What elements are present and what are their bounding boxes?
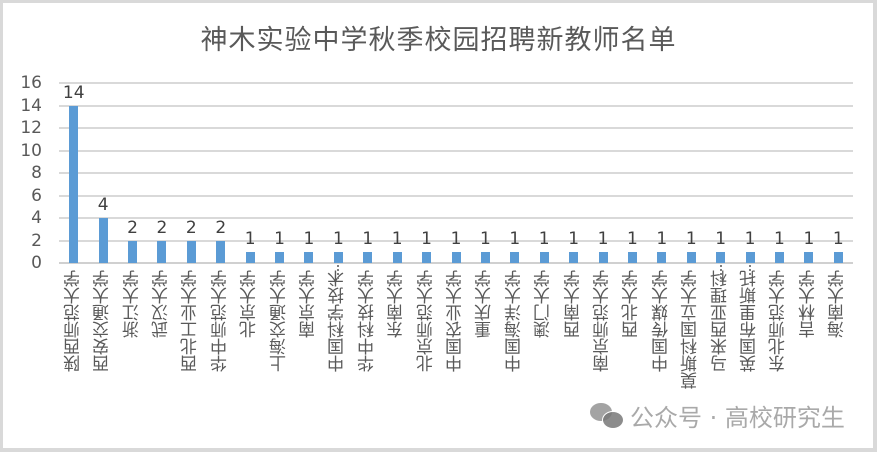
data-label: 1 <box>244 228 256 249</box>
data-label: 1 <box>303 228 315 249</box>
bar <box>569 251 579 263</box>
x-tick-label: 华中师范大学 <box>210 270 231 372</box>
x-tick-label: 中国海洋大学 <box>504 270 525 372</box>
y-tick-label: 12 <box>20 118 42 138</box>
truncation-ellipsis <box>719 265 724 279</box>
gridline <box>59 194 853 197</box>
data-label: 1 <box>774 228 785 249</box>
x-tick-label: 北京大学 <box>240 270 261 338</box>
x-tick-label: 北京师范大学 <box>416 270 437 372</box>
data-label: 2 <box>215 217 227 238</box>
bar <box>451 251 461 263</box>
data-label: 1 <box>332 228 344 249</box>
bar <box>333 251 343 263</box>
data-label: 1 <box>803 228 815 249</box>
gridline <box>59 239 853 242</box>
bar <box>157 240 167 263</box>
bar <box>304 251 314 263</box>
truncation-ellipsis <box>337 265 341 279</box>
x-tick-label: 西北工业大学 <box>181 270 202 372</box>
watermark: 公众号 · 高校研究生 <box>590 398 845 433</box>
bar <box>657 251 667 263</box>
gridline <box>59 127 853 129</box>
bar <box>363 251 373 263</box>
data-label: 1 <box>832 228 844 249</box>
bar <box>539 251 549 263</box>
x-tick-label: 武汉大学 <box>151 270 172 338</box>
gridline <box>59 217 853 219</box>
data-label: 1 <box>627 228 638 249</box>
bar <box>422 251 432 263</box>
data-label: 1 <box>362 228 374 249</box>
y-tick-label: 0 <box>31 253 42 273</box>
bar <box>686 251 696 263</box>
bar <box>392 251 402 263</box>
x-tick-label: 华中科技大学 <box>357 270 378 372</box>
data-label: 1 <box>597 228 609 249</box>
bar <box>480 251 490 263</box>
x-tick-label: 中国农业大学 <box>446 270 466 372</box>
wechat-icon <box>590 401 624 431</box>
x-tick-label: 西安交通大学 <box>93 270 114 372</box>
chart-frame <box>3 3 873 448</box>
y-tick-label: 10 <box>20 140 42 161</box>
gridline <box>59 104 853 107</box>
data-label: 1 <box>274 228 285 249</box>
bar <box>804 251 814 263</box>
bar <box>627 251 637 263</box>
data-label: 1 <box>656 228 668 249</box>
data-label: 1 <box>568 228 580 249</box>
gridline <box>59 262 853 264</box>
bar <box>716 251 726 263</box>
x-tick-label: 重庆大学 <box>475 270 496 338</box>
x-tick-label: 西南大学 <box>563 270 584 338</box>
bar <box>833 251 843 263</box>
data-label: 1 <box>391 228 403 249</box>
data-label: 1 <box>479 228 491 249</box>
y-tick-label: 2 <box>31 230 42 251</box>
data-label: 1 <box>538 228 550 249</box>
y-tick-label: 8 <box>31 163 42 183</box>
data-label: 4 <box>97 195 109 215</box>
y-tick-label: 6 <box>31 185 42 206</box>
data-label: 1 <box>450 228 462 249</box>
x-tick-label: 上海交通大学 <box>269 270 290 372</box>
gridline <box>59 172 853 174</box>
x-tick-label: 澳门大学 <box>534 270 555 338</box>
data-label: 2 <box>127 217 138 238</box>
bar <box>128 240 138 263</box>
bar <box>598 251 608 263</box>
data-label: 1 <box>421 228 432 249</box>
x-tick-label: 中国科学技术 <box>328 270 349 372</box>
data-label: 1 <box>509 228 521 249</box>
truncation-ellipsis <box>749 265 753 279</box>
bar <box>216 240 226 263</box>
data-label: 1 <box>685 228 697 249</box>
bar <box>275 251 285 263</box>
bar <box>69 105 79 263</box>
bar <box>774 251 784 263</box>
bar <box>98 218 108 263</box>
watermark-text: 公众号 · 高校研究生 <box>630 404 845 432</box>
chart-title: 神木实验中学秋季校园招聘新教师名单 <box>200 25 677 56</box>
y-tick-label: 4 <box>31 208 42 228</box>
gridline <box>59 149 853 152</box>
bar <box>745 251 755 263</box>
x-tick-label: 南京大学 <box>298 270 319 338</box>
bar <box>510 251 520 263</box>
gridline <box>59 82 853 84</box>
x-tick-label: 东南大学 <box>387 270 408 338</box>
x-tick-label: 浙江大学 <box>122 270 143 338</box>
data-label: 2 <box>185 217 197 238</box>
y-tick-label: 16 <box>20 73 42 93</box>
data-label: 14 <box>62 82 85 103</box>
bar <box>186 240 196 263</box>
data-label: 1 <box>744 228 756 249</box>
data-label: 2 <box>156 217 168 238</box>
x-tick-label: 陕西师范大学 <box>63 270 84 372</box>
data-label: 1 <box>715 228 727 249</box>
bar <box>245 251 255 263</box>
y-tick-label: 14 <box>20 95 42 116</box>
